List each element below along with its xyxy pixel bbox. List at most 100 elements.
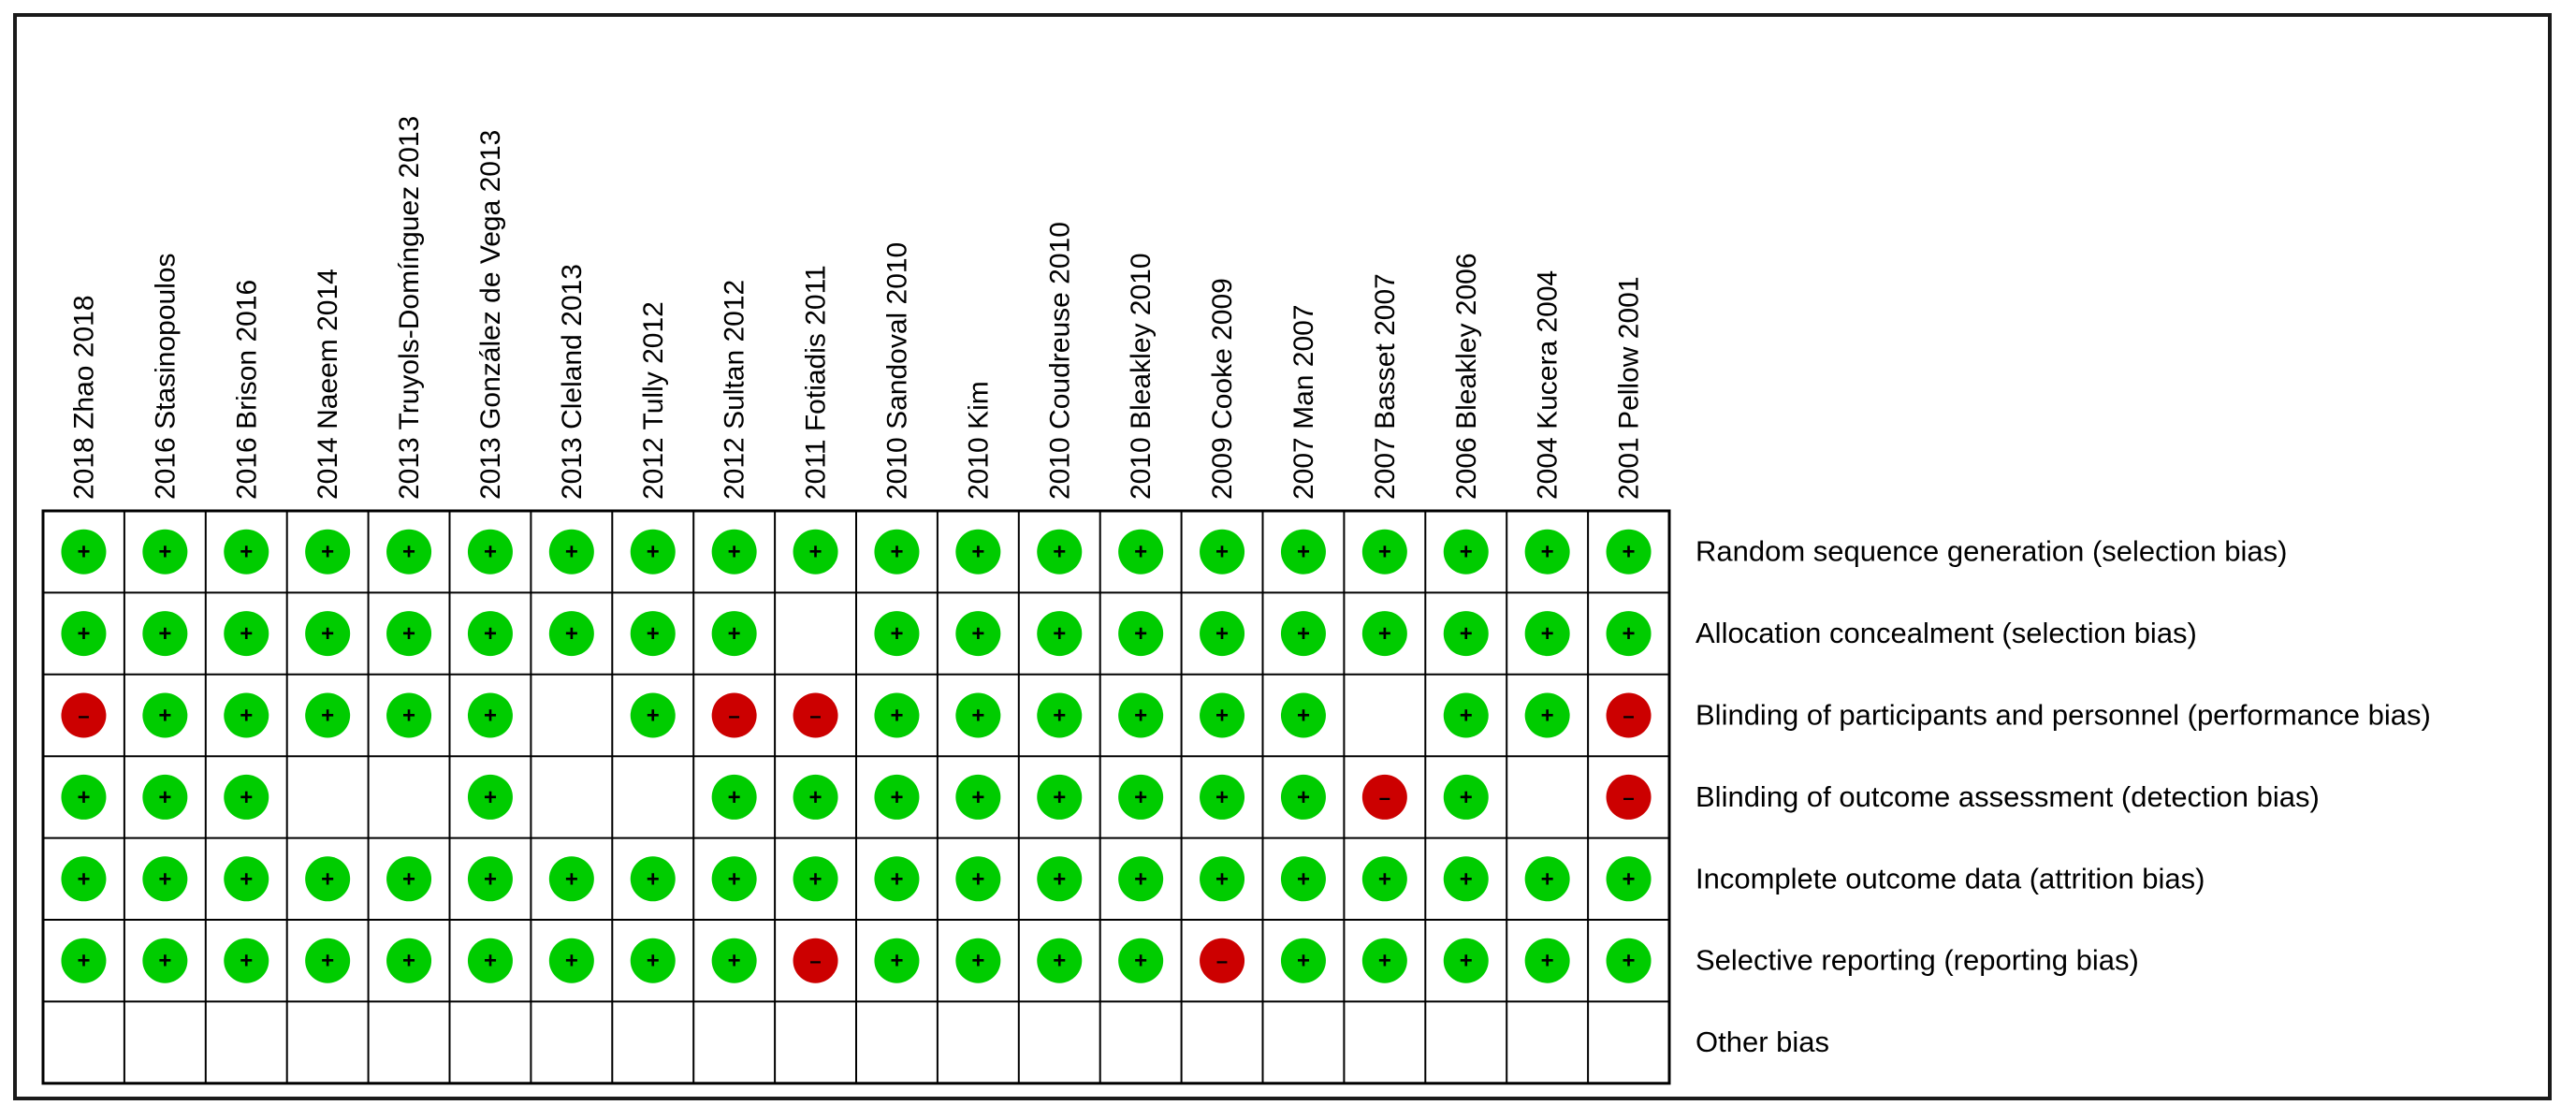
judgement-symbol: + <box>1134 704 1147 729</box>
judgement-symbol: + <box>971 540 984 565</box>
judgement-symbol: + <box>158 704 171 729</box>
judgement-symbol: + <box>890 704 903 729</box>
low-risk-marker <box>224 774 269 820</box>
judgement-symbol: + <box>647 949 660 974</box>
low-risk-marker <box>1361 529 1407 575</box>
judgement-symbol: + <box>565 866 578 892</box>
judgement-symbol: + <box>321 866 334 892</box>
judgement-symbol: + <box>565 621 578 647</box>
judgement-symbol: + <box>1378 949 1391 974</box>
low-risk-marker <box>1443 856 1489 902</box>
high-risk-marker <box>793 938 838 983</box>
low-risk-marker <box>305 938 351 983</box>
high-risk-marker <box>61 692 107 738</box>
study-label: 2001 Pellow 2001 <box>1614 276 1645 500</box>
low-risk-marker <box>386 692 432 738</box>
judgement-symbol: + <box>647 621 660 647</box>
judgement-symbol: + <box>158 949 171 974</box>
low-risk-marker <box>305 856 351 902</box>
low-risk-marker <box>1037 692 1083 738</box>
low-risk-marker <box>548 938 594 983</box>
study-label: 2010 Kim <box>963 381 994 500</box>
study-label: 2004 Kucera 2004 <box>1533 270 1564 500</box>
judgement-symbol: + <box>1297 540 1310 565</box>
low-risk-marker <box>711 611 757 657</box>
low-risk-marker <box>1118 856 1164 902</box>
low-risk-marker <box>224 611 269 657</box>
judgement-symbol: + <box>1053 540 1066 565</box>
judgement-symbol: – <box>729 705 740 728</box>
low-risk-marker <box>874 938 920 983</box>
judgement-symbol: + <box>1541 621 1554 647</box>
low-risk-marker <box>1443 938 1489 983</box>
low-risk-marker <box>955 856 1001 902</box>
low-risk-marker <box>1037 856 1083 902</box>
low-risk-marker <box>711 938 757 983</box>
low-risk-marker <box>1606 529 1652 575</box>
judgement-symbol: + <box>77 785 90 810</box>
judgement-symbol: + <box>1623 540 1636 565</box>
judgement-symbol: + <box>890 540 903 565</box>
low-risk-marker <box>386 529 432 575</box>
judgement-symbol: + <box>1297 621 1310 647</box>
judgement-symbol: + <box>402 866 415 892</box>
judgement-symbol: + <box>971 866 984 892</box>
judgement-symbol: + <box>1378 866 1391 892</box>
judgement-symbol: + <box>1134 949 1147 974</box>
low-risk-marker <box>61 938 107 983</box>
judgement-symbol: + <box>484 540 497 565</box>
judgement-symbol: + <box>1215 540 1229 565</box>
low-risk-marker <box>1200 856 1245 902</box>
low-risk-marker <box>305 692 351 738</box>
low-risk-marker <box>1037 774 1083 820</box>
judgement-symbol: + <box>77 540 90 565</box>
low-risk-marker <box>955 774 1001 820</box>
study-label: 2013 Cleland 2013 <box>557 264 588 500</box>
study-label: 2012 Tully 2012 <box>638 301 669 500</box>
judgement-symbol: + <box>158 621 171 647</box>
judgement-symbol: + <box>1297 785 1310 810</box>
low-risk-marker <box>1280 692 1326 738</box>
judgement-symbol: + <box>1134 540 1147 565</box>
judgement-symbol: + <box>484 866 497 892</box>
study-label: 2013 Truyols-Domínguez 2013 <box>394 116 425 500</box>
judgement-symbol: + <box>1623 621 1636 647</box>
study-label: 2016 Brison 2016 <box>231 280 262 500</box>
judgement-symbol: – <box>78 705 89 728</box>
judgement-symbol: + <box>402 949 415 974</box>
study-label: 2018 Zhao 2018 <box>68 295 99 500</box>
judgement-symbol: + <box>565 540 578 565</box>
judgement-symbol: + <box>809 866 822 892</box>
low-risk-marker <box>874 856 920 902</box>
low-risk-marker <box>142 774 188 820</box>
low-risk-marker <box>467 692 513 738</box>
low-risk-marker <box>1524 611 1570 657</box>
judgement-symbol: + <box>1460 621 1473 647</box>
low-risk-marker <box>142 611 188 657</box>
low-risk-marker <box>1037 938 1083 983</box>
low-risk-marker <box>874 692 920 738</box>
domain-label: Selective reporting (reporting bias) <box>1696 944 2139 977</box>
judgement-symbol: – <box>1623 705 1634 728</box>
domain-label: Random sequence generation (selection bi… <box>1696 535 2287 568</box>
judgement-symbol: + <box>890 785 903 810</box>
judgement-symbol: + <box>728 785 741 810</box>
low-risk-marker <box>630 938 676 983</box>
judgement-symbol: + <box>321 704 334 729</box>
judgement-symbol: + <box>971 949 984 974</box>
low-risk-marker <box>61 611 107 657</box>
low-risk-marker <box>1524 692 1570 738</box>
low-risk-marker <box>1361 611 1407 657</box>
low-risk-marker <box>1118 529 1164 575</box>
judgement-symbol: + <box>890 949 903 974</box>
low-risk-marker <box>955 938 1001 983</box>
judgement-symbol: + <box>1297 949 1310 974</box>
low-risk-marker <box>1118 774 1164 820</box>
low-risk-marker <box>1606 938 1652 983</box>
low-risk-marker <box>793 774 838 820</box>
low-risk-marker <box>793 529 838 575</box>
low-risk-marker <box>630 692 676 738</box>
low-risk-marker <box>61 529 107 575</box>
low-risk-marker <box>1118 938 1164 983</box>
study-label: 2012 Sultan 2012 <box>720 280 750 500</box>
